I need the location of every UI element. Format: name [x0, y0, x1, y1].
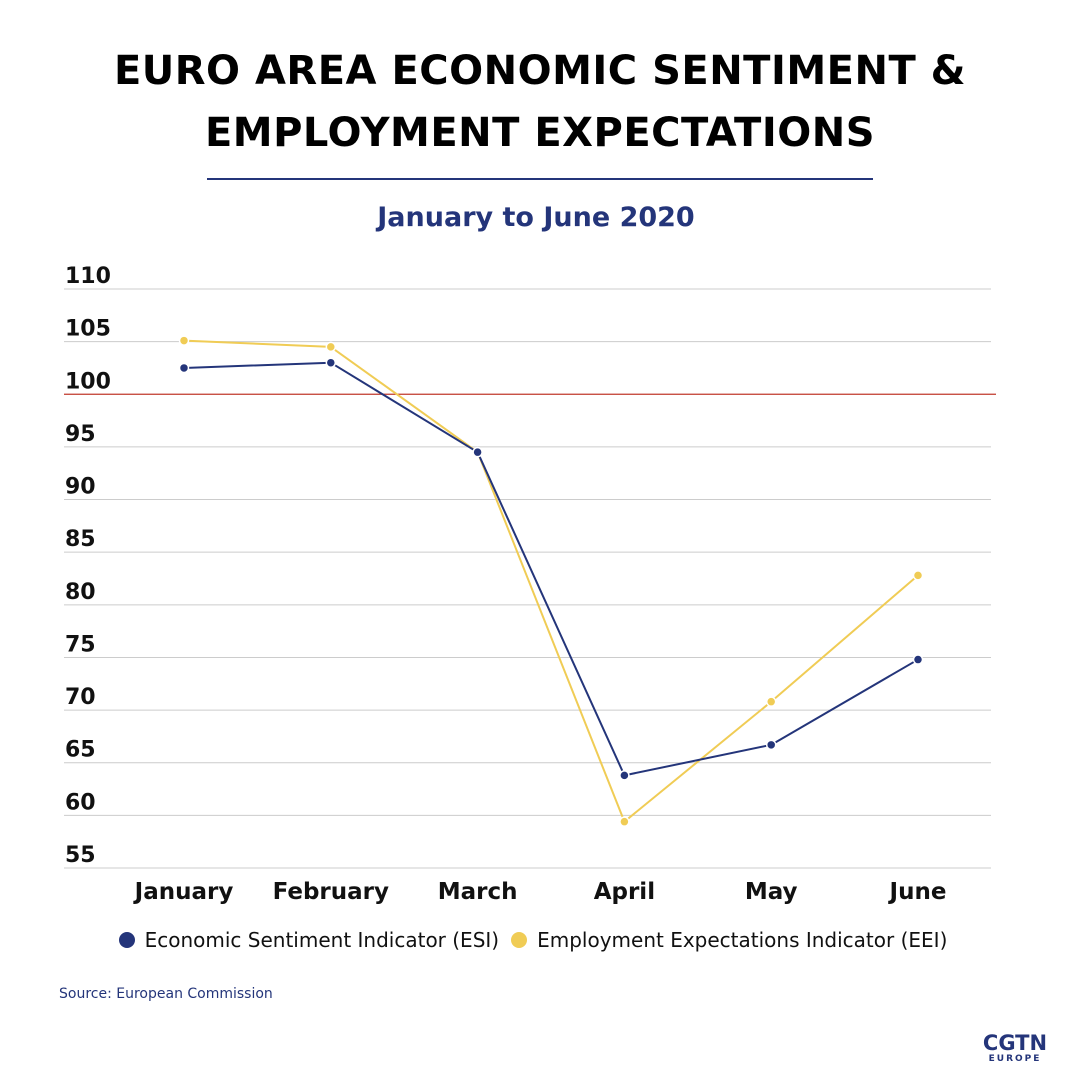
chart-subtitle: January to June 2020: [377, 202, 695, 233]
data-point-eei-february: [325, 341, 337, 353]
x-tick-label: February: [273, 879, 389, 905]
data-point-esi-february: [325, 357, 337, 368]
x-tick-label: June: [888, 879, 947, 905]
data-point-eei-may: [765, 696, 777, 707]
y-tick-label: 55: [65, 843, 96, 868]
legend-marker-eei: [511, 932, 528, 948]
y-tick-label: 95: [65, 422, 96, 447]
x-tick-label: May: [745, 879, 798, 905]
y-tick-label: 80: [65, 580, 96, 605]
title-divider: [207, 178, 873, 180]
y-tick-label: 85: [65, 527, 96, 552]
y-tick-label: 105: [65, 317, 111, 342]
data-point-esi-march: [472, 446, 483, 458]
x-tick-label: April: [594, 879, 655, 905]
y-tick-label: 100: [65, 369, 111, 394]
data-point-eei-april: [619, 816, 630, 827]
data-point-esi-january: [178, 362, 190, 374]
chart-legend: Economic Sentiment Indicator (ESI) Emplo…: [0, 928, 1066, 952]
legend-label-eei: Employment Expectations Indicator (EEI): [537, 928, 948, 952]
data-point-esi-may: [765, 739, 777, 751]
y-tick-label: 75: [65, 632, 96, 657]
data-point-eei-january: [178, 335, 190, 346]
data-point-eei-june: [912, 570, 924, 581]
data-point-esi-april: [619, 770, 630, 781]
y-tick-label: 60: [65, 790, 96, 815]
logo-main-text: CGTN: [982, 1031, 1048, 1055]
series-line-esi: [183, 361, 919, 777]
legend-item-esi: Economic Sentiment Indicator (ESI): [118, 928, 500, 952]
y-tick-label: 65: [65, 738, 96, 763]
y-tick-label: 90: [65, 475, 96, 500]
legend-marker-esi: [118, 932, 135, 948]
x-tick-label: March: [438, 879, 518, 905]
series-line-eei: [183, 339, 919, 823]
data-point-esi-june: [912, 654, 924, 665]
chart-title: EURO AREA ECONOMIC SENTIMENT & EMPLOYMEN…: [113, 48, 967, 156]
y-tick-label: 110: [65, 264, 111, 289]
legend-item-eei: Employment Expectations Indicator (EEI): [511, 928, 947, 952]
x-tick-label: January: [133, 879, 234, 905]
y-tick-label: 70: [65, 685, 96, 710]
cgtn-logo: CGTN EUROPE: [978, 1032, 1052, 1064]
legend-label-esi: Economic Sentiment Indicator (ESI): [144, 928, 500, 952]
source-note: Source: European Commission: [59, 986, 273, 1002]
logo-sub-text: EUROPE: [988, 1054, 1042, 1064]
